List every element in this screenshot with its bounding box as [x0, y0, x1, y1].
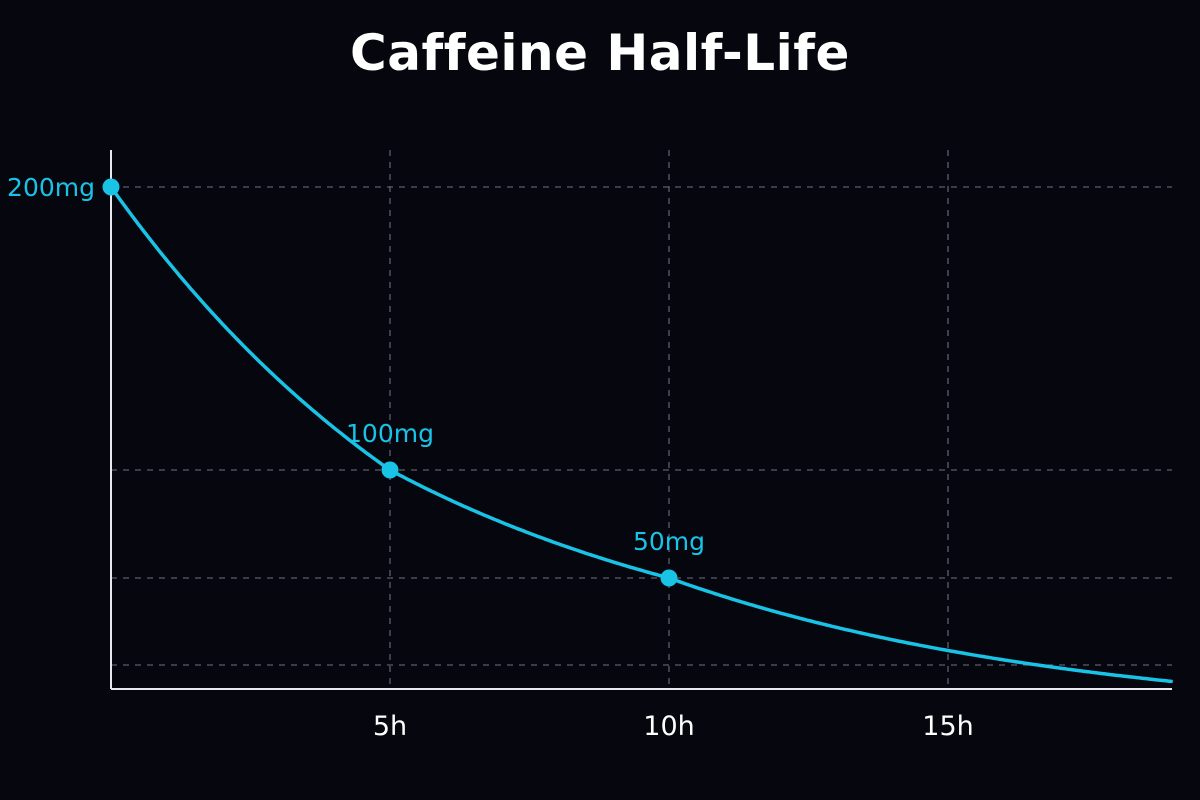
data-point [660, 569, 678, 587]
decay-line [109, 185, 1173, 684]
x-tick-label: 10h [643, 711, 694, 742]
chart-title: Caffeine Half-Life [350, 24, 850, 82]
data-label: 50mg [633, 527, 705, 556]
data-point [381, 461, 399, 479]
x-tick-label: 15h [922, 711, 973, 742]
x-tick-label: 5h [373, 711, 407, 742]
data-label: 200mg [7, 173, 95, 202]
data-label: 100mg [346, 419, 434, 448]
data-point [102, 178, 120, 196]
